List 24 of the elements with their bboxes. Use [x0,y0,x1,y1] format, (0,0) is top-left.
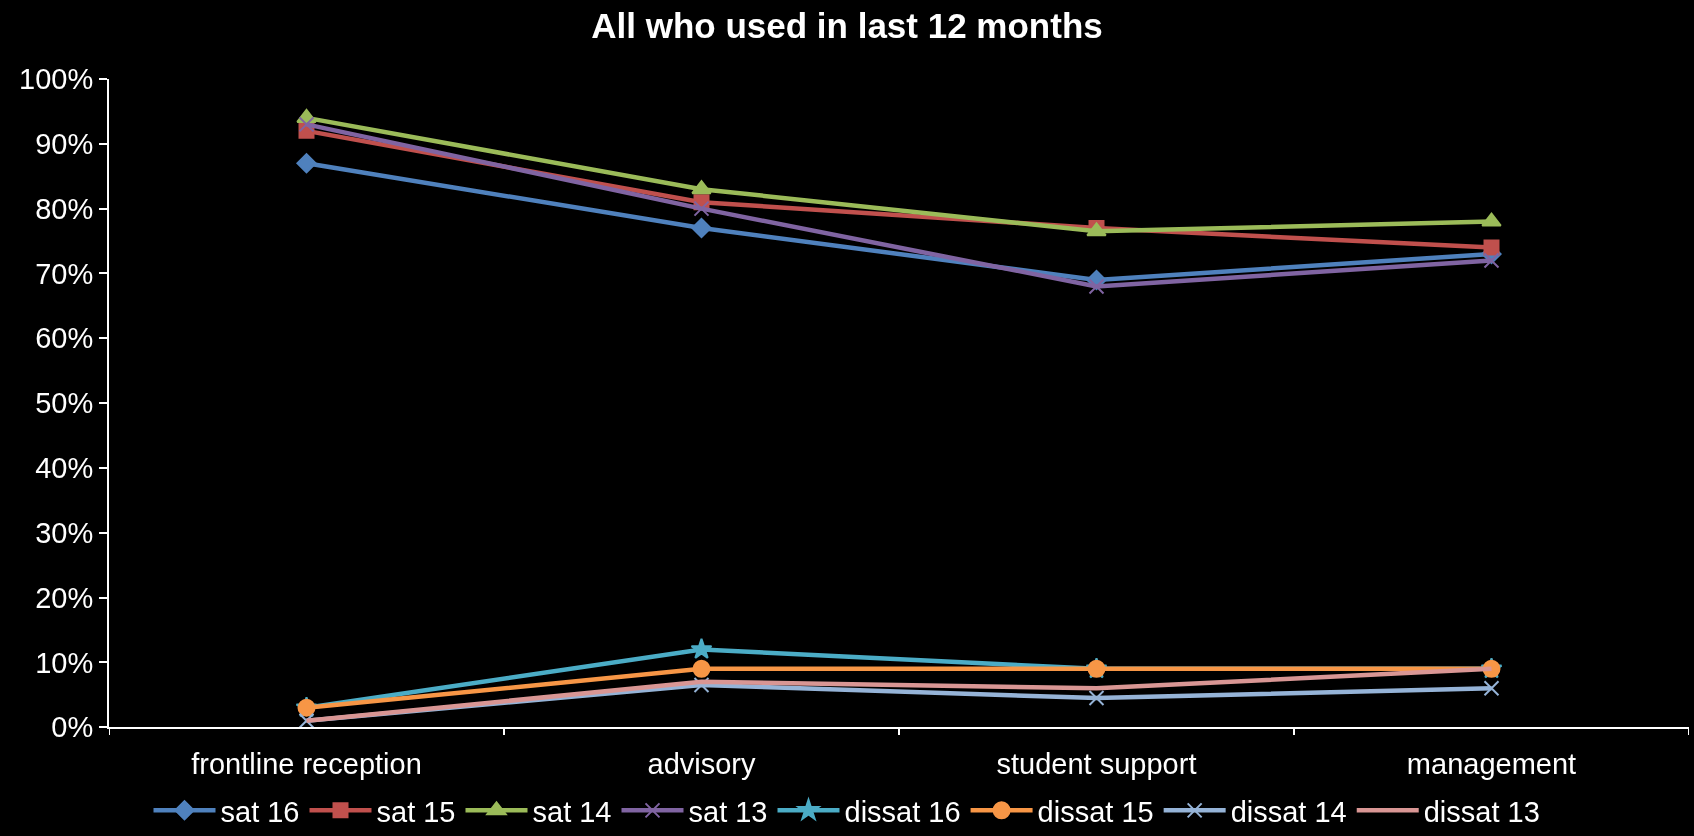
x-tick-label: management [1406,748,1577,780]
y-tick-label: 10% [35,646,94,679]
legend-label: sat 15 [376,795,456,828]
y-tick-label: 30% [35,516,94,549]
legend-label: dissat 15 [1037,795,1154,828]
legend-label: dissat 13 [1423,795,1540,828]
legend-label: sat 13 [688,795,768,828]
y-tick-label: 70% [35,257,94,290]
y-tick-label: 100% [19,63,94,96]
y-tick-label: 90% [35,127,94,160]
y-tick-label: 0% [51,711,94,744]
y-tick-label: 60% [35,322,94,355]
legend-label: dissat 14 [1230,795,1347,828]
x-tick-label: advisory [647,748,756,780]
y-tick-label: 40% [35,452,94,485]
y-tick-label: 20% [35,581,94,614]
chart-title: All who used in last 12 months [591,6,1103,46]
x-tick-label: frontline reception [191,748,422,780]
legend-label: dissat 16 [844,795,961,828]
x-tick-label: student support [996,748,1197,780]
y-tick-label: 50% [35,387,94,420]
legend-label: sat 16 [220,795,300,828]
legend-label: sat 14 [532,795,612,828]
y-tick-label: 80% [35,192,94,225]
